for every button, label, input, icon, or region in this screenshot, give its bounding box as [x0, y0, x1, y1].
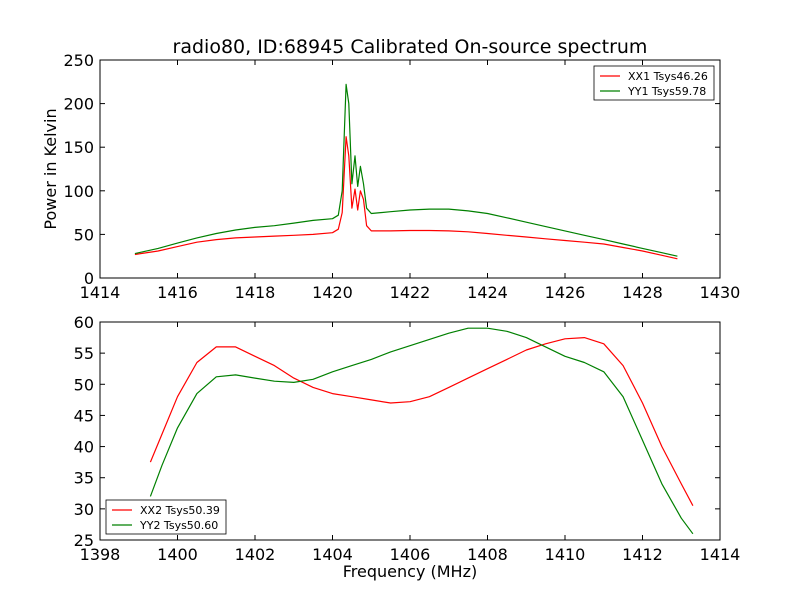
y-tick-label: 35 [74, 469, 94, 488]
x-tick-label: 1400 [157, 545, 198, 564]
x-tick-label: 1426 [545, 283, 586, 302]
y-tick-label: 60 [74, 313, 94, 332]
y-tick-label: 45 [74, 406, 94, 425]
legend-label: YY1 Tsys59.78 [627, 85, 706, 98]
y-tick-label: 150 [63, 138, 94, 157]
series-line-yy1 [134, 83, 678, 257]
y-tick-label: 40 [74, 438, 94, 457]
top-y-axis-label: Power in Kelvin [41, 108, 60, 229]
top-spectrum-panel: 1414 1416 1418 1420 1422 1424 1426 1428 1430 0 50 1… [63, 51, 740, 302]
x-tick-label: 1404 [312, 545, 353, 564]
legend-label: XX2 Tsys50.39 [140, 504, 220, 517]
y-tick-label: 250 [63, 51, 94, 70]
legend-label: XX1 Tsys46.26 [628, 70, 708, 83]
series-line-xx2 [149, 337, 694, 506]
legend-box [105, 499, 227, 535]
series-line-xx1 [134, 136, 678, 260]
y-tick-label: 55 [74, 344, 94, 363]
legend: XX1 Tsys46.26 YY1 Tsys59.78 [593, 65, 715, 101]
x-tick-label: 1414 [80, 283, 121, 302]
series-line-yy2 [149, 327, 694, 535]
x-tick-label: 1408 [467, 545, 508, 564]
legend-box [593, 65, 715, 101]
x-tick-label: 1428 [622, 283, 663, 302]
x-tick-label: 1410 [545, 545, 586, 564]
y-tick-label: 100 [63, 182, 94, 201]
bottom-x-axis-label: Frequency (MHz) [343, 562, 477, 581]
legend: XX2 Tsys50.39 YY2 Tsys50.60 [105, 499, 227, 535]
x-tick-label: 1418 [235, 283, 276, 302]
x-tick-label: 1402 [235, 545, 276, 564]
legend-label: YY2 Tsys50.60 [139, 519, 218, 532]
x-tick-label: 1422 [390, 283, 431, 302]
x-tick-label: 1412 [622, 545, 663, 564]
x-tick-label: 1430 [700, 283, 741, 302]
chart-title: radio80, ID:68945 Calibrated On-source s… [173, 36, 648, 58]
y-tick-label: 30 [74, 500, 94, 519]
y-tick-label: 200 [63, 95, 94, 114]
x-tick-label: 1420 [312, 283, 353, 302]
x-tick-label: 1424 [467, 283, 508, 302]
y-tick-label: 50 [74, 225, 94, 244]
y-tick-label: 0 [84, 269, 94, 288]
x-tick-label: 1416 [157, 283, 198, 302]
x-tick-label: 1398 [80, 545, 121, 564]
y-tick-label: 50 [74, 375, 94, 394]
x-tick-label: 1414 [700, 545, 741, 564]
x-tick-label: 1406 [390, 545, 431, 564]
bottom-spectrum-panel: 1398 1400 1402 1404 1406 1408 1410 1412 1414 25 30… [74, 313, 741, 564]
y-tick-label: 25 [74, 531, 94, 550]
